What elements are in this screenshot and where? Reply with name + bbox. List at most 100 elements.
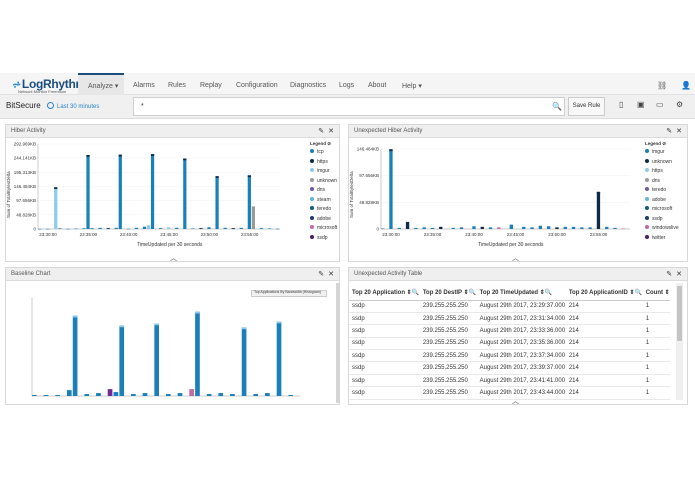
bar-a[interactable]	[265, 393, 270, 396]
logrhythm-logo[interactable]: ⩫LogRhythm Network Monitor Freemium	[12, 77, 86, 94]
bar-tcp[interactable]	[82, 228, 86, 229]
bar-a[interactable]	[206, 394, 212, 396]
table-row[interactable]: ssdp 239.255.255.250 August 29th 2017, 23:…	[349, 361, 670, 375]
bar-windowslive[interactable]	[497, 227, 501, 229]
bar-unknown[interactable]	[555, 227, 559, 229]
bar-tcp[interactable]	[191, 228, 195, 230]
nav-replay[interactable]: Replay	[200, 82, 222, 89]
bar-a[interactable]	[32, 395, 37, 396]
legend-item-unknown[interactable]: unknown	[645, 158, 672, 165]
edit-icon[interactable]: ✎	[318, 271, 325, 278]
table-row[interactable]: ssdp 239.255.255.250 August 29th 2017, 23:…	[349, 349, 670, 363]
legend-item-https[interactable]: https	[645, 168, 663, 174]
bar-a[interactable]	[166, 394, 171, 396]
column-header[interactable]: Top 20 TimeUpdated ⇕🔍	[476, 286, 566, 301]
bar-a[interactable]	[96, 393, 101, 396]
bar-tcp[interactable]	[98, 227, 102, 229]
legend-item-dns[interactable]: dns	[310, 187, 325, 193]
bar-d[interactable]	[107, 389, 113, 396]
search-icon[interactable]: 🔍	[552, 102, 562, 111]
collapse-arrow-icon[interactable]: ︿	[512, 398, 519, 405]
baseline-scrollbar[interactable]	[336, 283, 340, 403]
bar-imgur[interactable]	[522, 226, 526, 229]
legend-title[interactable]: Legend ⊘	[645, 141, 667, 146]
bar-tcp[interactable]	[259, 228, 264, 229]
bar-tcp[interactable]	[223, 227, 227, 229]
nav-alarms[interactable]: Alarms	[133, 82, 155, 89]
bar-tcp[interactable]	[175, 227, 179, 229]
bar-a[interactable]	[131, 394, 136, 396]
bar-a[interactable]	[241, 327, 247, 396]
bar-tcp[interactable]	[74, 228, 78, 230]
legend-item-microsoft[interactable]: microsoft	[645, 206, 672, 212]
nav-analyze[interactable]: Analyze ▾	[88, 83, 119, 90]
bar-tcp[interactable]	[114, 227, 118, 229]
column-header[interactable]: Count ⇕	[642, 286, 670, 301]
user-icon[interactable]: 👤	[681, 81, 691, 90]
bar-imgur[interactable]	[397, 227, 401, 229]
bar-tcp[interactable]	[86, 155, 90, 229]
bar-tcp[interactable]	[66, 228, 70, 230]
bar-imgur[interactable]	[381, 228, 385, 230]
legend-item-adobe[interactable]: adobe	[310, 215, 331, 222]
legend-item-https[interactable]: https	[310, 158, 328, 165]
new-dashboard-icon[interactable]: ▯	[619, 100, 624, 109]
bar-tcp[interactable]	[247, 175, 251, 229]
nav-diagnostics[interactable]: Diagnostics	[290, 82, 327, 89]
bar-imgur[interactable]	[414, 227, 418, 229]
legend-item-tcp[interactable]: tcp	[310, 149, 324, 155]
bar-tcp[interactable]	[134, 227, 139, 229]
column-header[interactable]: Top 20 Application ⇕🔍	[349, 286, 420, 301]
table-row[interactable]: ssdp 239.255.255.250 August 29th 2017, 23:…	[349, 374, 670, 388]
column-header[interactable]: Top 20 ApplicationID ⇕🔍	[565, 286, 643, 301]
collapse-arrow-icon[interactable]: ︿	[170, 255, 177, 262]
bar-tcp[interactable]	[142, 226, 147, 229]
legend-item-windowslive[interactable]: windowslive	[645, 225, 679, 231]
column-header[interactable]: Top 20 DestIP ⇕🔍	[419, 286, 477, 301]
bar-windowslive[interactable]	[621, 228, 626, 230]
save-icon[interactable]: ▣	[637, 100, 645, 109]
legend-item-adobe[interactable]: adobe	[645, 196, 666, 203]
edit-icon[interactable]: ✎	[666, 271, 673, 278]
legend-item-twitter[interactable]: twitter	[645, 234, 665, 241]
bar-unknown[interactable]	[439, 226, 443, 229]
bar-tcp[interactable]	[215, 176, 219, 229]
bar-a[interactable]	[154, 323, 160, 396]
bar-imgur[interactable]	[488, 227, 493, 229]
legend-item-steam[interactable]: steam	[310, 196, 331, 203]
bar-imgur[interactable]	[146, 225, 151, 229]
bar-imgur[interactable]	[459, 227, 464, 229]
legend-item-unknown[interactable]: unknown	[310, 177, 337, 184]
bar-a[interactable]	[43, 395, 49, 396]
bar-a[interactable]	[66, 390, 72, 396]
bar-a[interactable]	[142, 393, 148, 396]
bar-a[interactable]	[113, 392, 119, 396]
bar-imgur[interactable]	[547, 226, 551, 229]
bar-a[interactable]	[119, 325, 125, 396]
bar-a[interactable]	[84, 394, 90, 396]
nav-configuration[interactable]: Configuration	[236, 82, 278, 89]
bar-imgur[interactable]	[580, 227, 584, 229]
bar-imgur[interactable]	[389, 149, 393, 229]
bar-tcp[interactable]	[126, 228, 130, 230]
nav-about[interactable]: About	[368, 82, 387, 89]
table-row[interactable]: ssdp 239.255.255.250 August 29th 2017, 23:…	[349, 386, 670, 400]
table-row[interactable]: ssdp 239.255.255.250 August 29th 2017, 23:…	[349, 324, 670, 338]
bar-https[interactable]	[231, 228, 235, 229]
bar-a[interactable]	[230, 394, 235, 396]
nav-logs[interactable]: Logs	[339, 82, 355, 89]
collapse-arrow-icon[interactable]: ︿	[512, 255, 519, 262]
bar-https[interactable]	[199, 228, 203, 229]
table-row[interactable]: ssdp 239.255.255.250 August 29th 2017, 23:…	[349, 300, 670, 313]
bar-imgur[interactable]	[167, 227, 171, 229]
bar-imgur[interactable]	[613, 227, 617, 229]
bar-tcp[interactable]	[267, 228, 272, 230]
time-range-picker[interactable]: Last 30 minutes	[47, 102, 99, 110]
legend-item-ssdp[interactable]: ssdp	[645, 215, 663, 222]
bar-https[interactable]	[106, 228, 110, 229]
bar-imgur[interactable]	[563, 226, 567, 229]
close-icon[interactable]: ✕	[676, 271, 682, 278]
bar-unknown[interactable]	[251, 206, 255, 229]
search-input[interactable]: *	[133, 97, 565, 116]
nav-help[interactable]: Help ▾	[402, 83, 422, 90]
